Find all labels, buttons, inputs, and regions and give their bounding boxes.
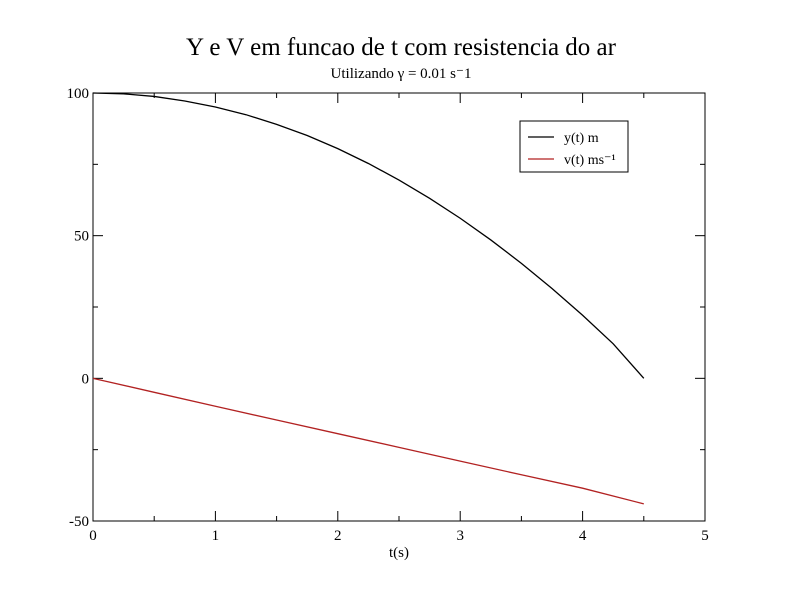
x-tick-label: 0 <box>89 528 97 544</box>
axis-ticks <box>92 92 706 522</box>
y-tick-label: 0 <box>82 371 90 387</box>
legend-label-v: v(t) ms⁻¹ <box>564 153 616 168</box>
legend-label-y: y(t) m <box>564 131 599 146</box>
x-axis-label: t(s) <box>389 545 409 561</box>
x-tick-label: 2 <box>334 528 342 544</box>
chart-subtitle: Utilizando γ = 0.01 s⁻1 <box>331 66 472 82</box>
x-tick-label: 3 <box>456 528 464 544</box>
legend: y(t) m v(t) ms⁻¹ <box>519 120 629 173</box>
y-tick-label: -50 <box>69 514 89 530</box>
x-tick-label: 4 <box>579 528 587 544</box>
series-layer <box>92 92 645 505</box>
y-tick-label: 50 <box>74 229 89 245</box>
y-tick-label: 100 <box>67 86 90 102</box>
legend-box <box>519 120 629 173</box>
series-line-v <box>92 377 644 505</box>
chart-title: Y e V em funcao de t com resistencia do … <box>186 34 617 61</box>
series-line-y <box>92 92 645 379</box>
x-tick-label: 5 <box>701 528 709 544</box>
x-tick-label: 1 <box>212 528 220 544</box>
